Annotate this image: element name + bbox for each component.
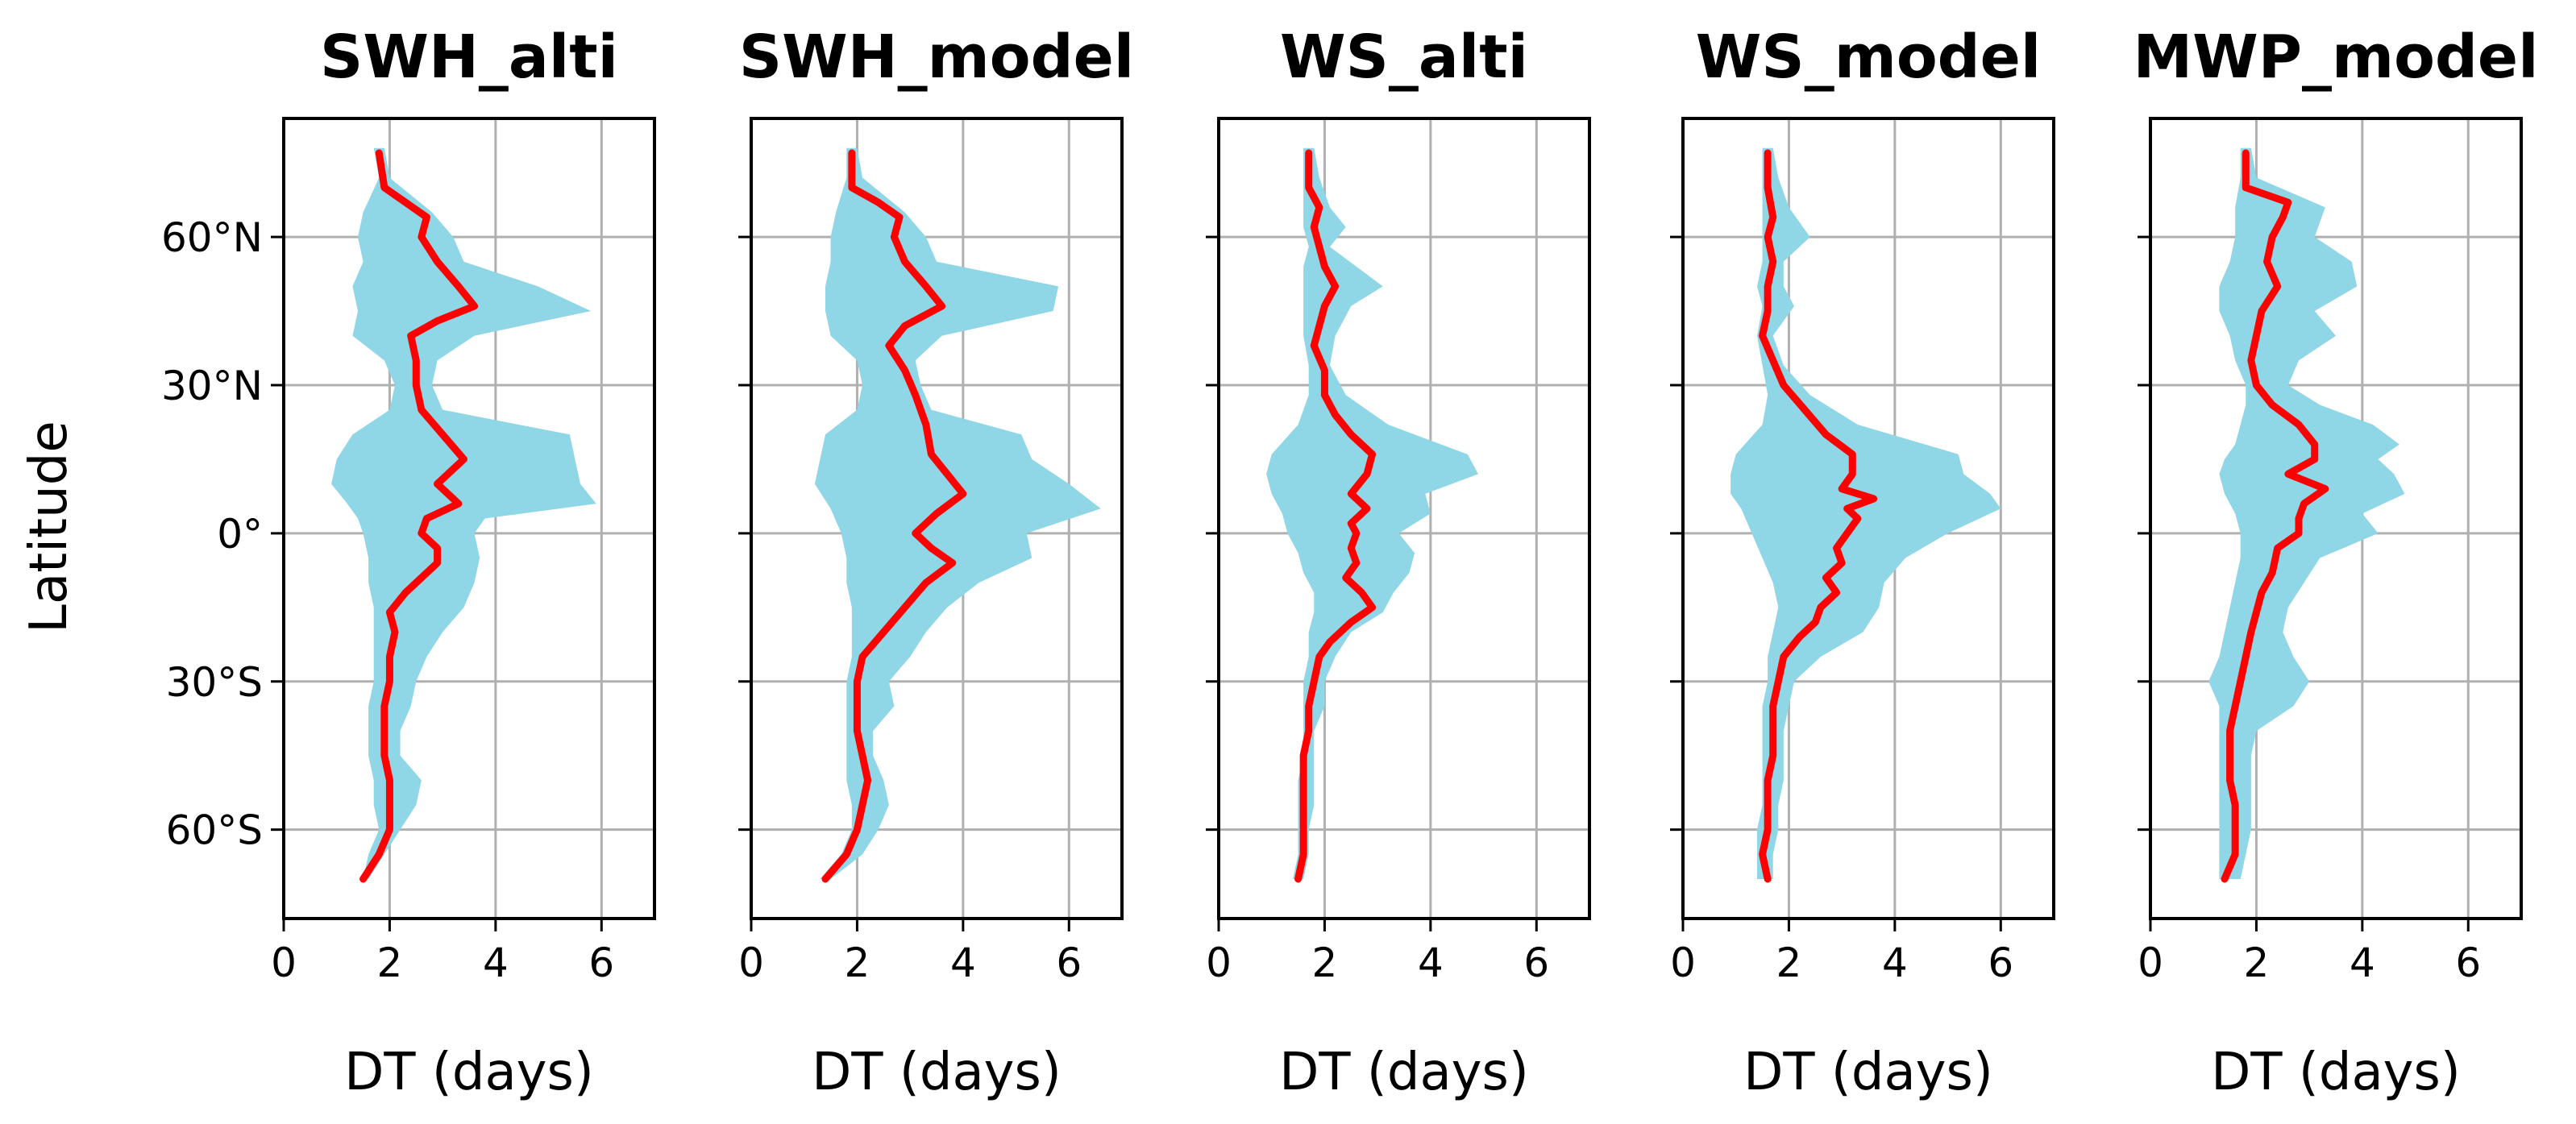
median-line bbox=[821, 149, 967, 883]
x-tick-label: 0 bbox=[2138, 939, 2163, 986]
x-tick-label: 4 bbox=[2350, 939, 2375, 986]
panel-2: 0 2 4 6 WS_alti DT (days) bbox=[1206, 23, 1591, 1102]
x-tick-label: 2 bbox=[845, 939, 870, 986]
panel-title: MWP_model bbox=[2134, 23, 2539, 92]
x-tick-label: 4 bbox=[1882, 939, 1908, 986]
x-tick-label: 6 bbox=[1523, 939, 1549, 986]
axes-frame bbox=[282, 117, 656, 920]
y-tick-label: 30°S bbox=[166, 659, 263, 706]
y-axis-label: Latitude bbox=[19, 421, 79, 633]
y-tick-label: 30°N bbox=[161, 363, 263, 409]
y-tick-label: 0° bbox=[217, 511, 263, 558]
spread-band bbox=[1730, 147, 2001, 879]
panel-1: 0 2 4 6 SWH_model DT (days) bbox=[738, 23, 1134, 1102]
x-tick-label: 0 bbox=[1206, 939, 1232, 986]
median-line bbox=[359, 149, 479, 883]
panel-4: 0 2 4 6 MWP_model DT (days) bbox=[2134, 23, 2539, 1102]
x-tick-label: 0 bbox=[1670, 939, 1696, 986]
panel-3: 0 2 4 6 WS_model DT (days) bbox=[1670, 23, 2055, 1102]
spread-band bbox=[2208, 147, 2405, 879]
x-tick-label: 6 bbox=[588, 939, 614, 986]
x-axis-label: DT (days) bbox=[2211, 1043, 2461, 1102]
x-tick-label: 4 bbox=[950, 939, 976, 986]
x-tick-label: 2 bbox=[1312, 939, 1338, 986]
axes-frame bbox=[1217, 117, 1591, 920]
x-tick-label: 6 bbox=[2455, 939, 2481, 986]
x-tick-label: 6 bbox=[1988, 939, 2013, 986]
panel-0: 0 2 4 6 60°N 30°N 0° 30°S 60°S SWH_alti DT (days) bbox=[161, 23, 656, 1102]
x-axis-label: DT (days) bbox=[1279, 1043, 1529, 1102]
axes-frame bbox=[1681, 117, 2055, 920]
axes-frame bbox=[2149, 117, 2523, 920]
median-line bbox=[1294, 149, 1377, 883]
x-tick-label: 0 bbox=[271, 939, 297, 986]
panel-title: WS_model bbox=[1696, 23, 2041, 92]
x-tick-label: 2 bbox=[2244, 939, 2270, 986]
x-axis-label: DT (days) bbox=[1743, 1043, 1993, 1102]
x-tick-label: 4 bbox=[483, 939, 509, 986]
spread-band bbox=[331, 147, 596, 879]
x-tick-label: 4 bbox=[1418, 939, 1444, 986]
x-tick-label: 2 bbox=[1776, 939, 1802, 986]
median-line bbox=[2221, 149, 2329, 883]
x-tick-label: 2 bbox=[377, 939, 403, 986]
spread-band bbox=[1266, 147, 1478, 879]
panel-title: SWH_alti bbox=[320, 23, 618, 92]
median-line bbox=[1759, 149, 1878, 883]
axes-frame bbox=[750, 117, 1124, 920]
x-axis-label: DT (days) bbox=[344, 1043, 594, 1102]
y-tick-label: 60°S bbox=[166, 807, 263, 854]
y-tick-label: 60°N bbox=[161, 214, 263, 261]
panel-title: SWH_model bbox=[739, 23, 1134, 92]
panel-title: WS_alti bbox=[1280, 23, 1528, 92]
x-tick-label: 0 bbox=[738, 939, 764, 986]
x-tick-label: 6 bbox=[1056, 939, 1082, 986]
spread-band bbox=[814, 147, 1101, 879]
x-axis-label: DT (days) bbox=[812, 1043, 1062, 1102]
